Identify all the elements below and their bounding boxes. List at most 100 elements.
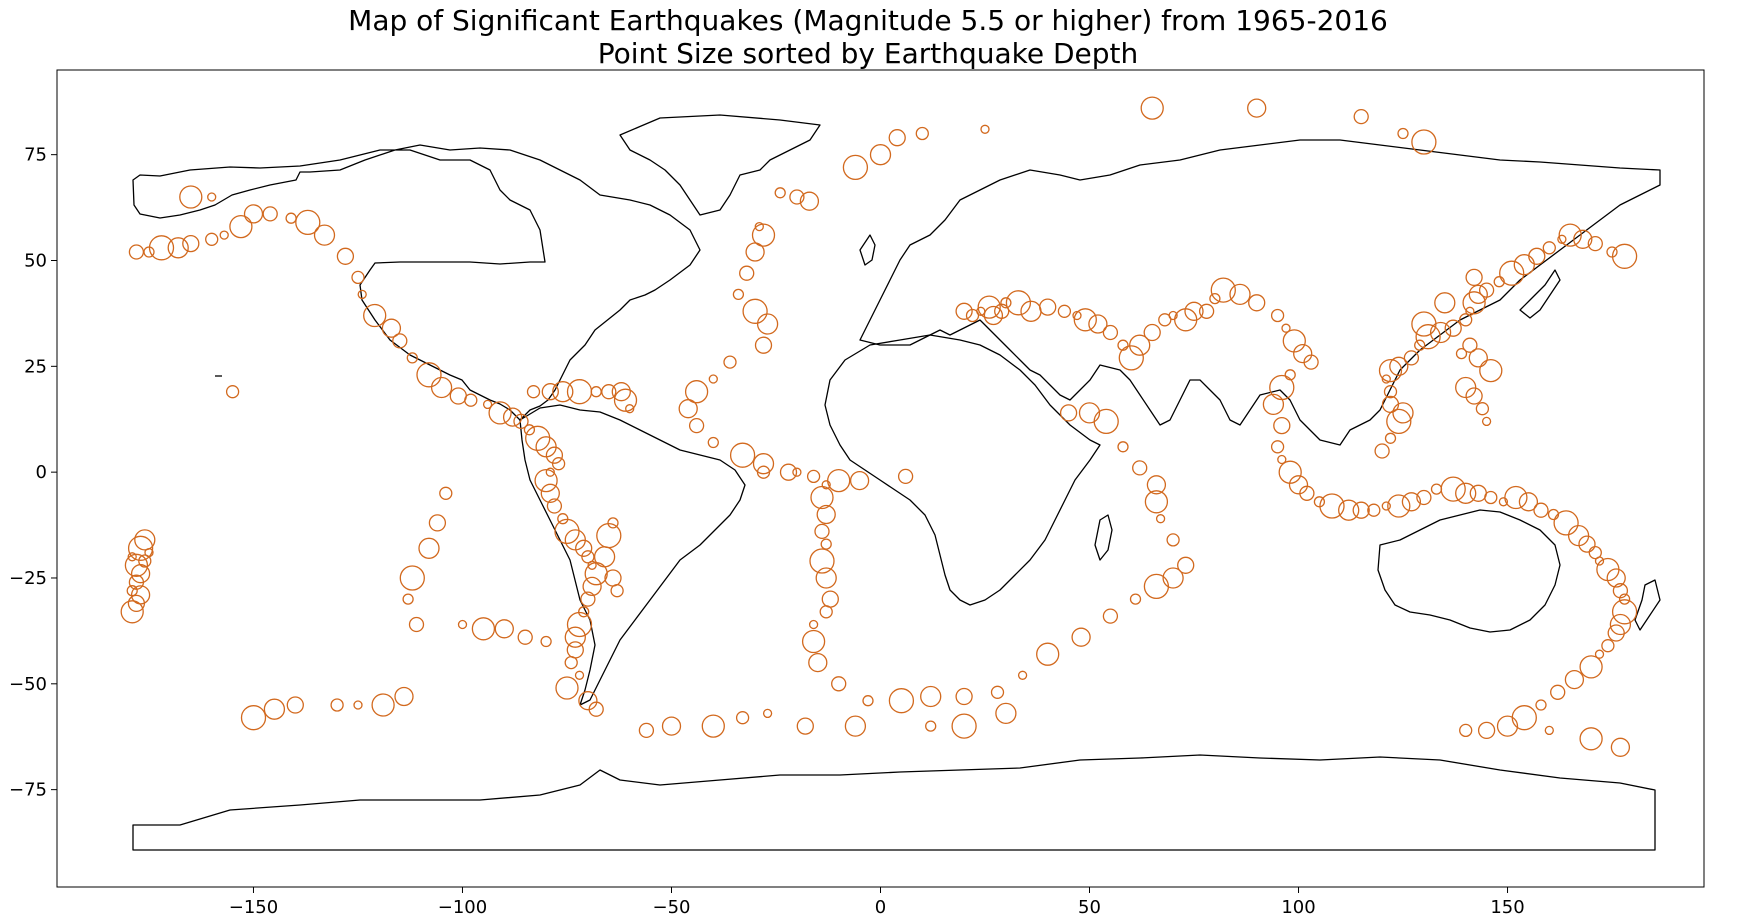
earthquake-point	[1210, 277, 1236, 303]
earthquake-point	[1462, 337, 1478, 353]
earthquake-point	[1319, 493, 1345, 519]
earthquake-point	[1411, 129, 1437, 155]
earthquake-point	[1557, 234, 1567, 244]
earthquake-point	[1618, 593, 1631, 605]
earthquake-point	[723, 355, 737, 369]
earthquake-point	[482, 399, 493, 410]
earthquake-point	[1270, 440, 1285, 454]
earthquake-point	[1465, 306, 1475, 316]
earthquake-point	[1459, 313, 1473, 327]
earthquake-point	[1184, 301, 1204, 321]
earthquake-point	[295, 209, 321, 236]
earthquake-point	[555, 676, 579, 700]
earthquake-point	[1247, 98, 1267, 118]
earthquake-point	[1392, 402, 1414, 424]
earthquake-point	[1277, 454, 1287, 465]
earthquake-point	[661, 716, 682, 736]
earthquake-point	[1177, 556, 1195, 574]
earthquake-point	[1229, 283, 1251, 306]
earthquake-point	[1513, 254, 1535, 276]
y-axis: −75 −50 −25 0 25 50 75	[9, 145, 57, 801]
earthquake-point	[955, 687, 973, 706]
x-tick-label: 0	[875, 897, 886, 918]
earthquake-point	[708, 374, 718, 384]
earthquake-point	[831, 676, 847, 692]
y-tick-label: 0	[36, 462, 47, 483]
earthquake-point	[745, 242, 765, 262]
world-coastlines	[132, 114, 1661, 851]
earthquake-point	[762, 708, 773, 719]
earthquake-point	[1478, 282, 1495, 298]
earthquake-point	[229, 214, 253, 239]
earthquake-point	[1102, 608, 1119, 624]
earthquake-point	[801, 629, 826, 654]
earthquake-point	[219, 230, 229, 240]
earthquake-point	[819, 605, 833, 619]
earthquake-point	[1353, 108, 1369, 125]
earthquake-point	[182, 234, 200, 253]
x-tick-label: 150	[1490, 897, 1524, 918]
earthquake-point	[732, 288, 745, 301]
earthquake-point	[494, 619, 514, 639]
earthquake-point	[920, 685, 942, 708]
earthquake-point	[1281, 323, 1291, 333]
earthquake-point	[1528, 247, 1546, 265]
earthquake-point	[1455, 482, 1477, 504]
earthquake-point	[1374, 443, 1390, 459]
x-tick-label: 100	[1281, 897, 1315, 918]
earthquake-point	[399, 565, 425, 591]
earthquake-point	[408, 616, 425, 633]
earthquake-point	[1299, 485, 1315, 501]
earthquake-point	[581, 550, 595, 564]
earthquake-point	[580, 591, 596, 607]
earthquake-point	[545, 467, 555, 477]
earthquake-point	[406, 352, 418, 364]
earthquake-point	[416, 362, 442, 388]
earthquake-point	[1073, 308, 1097, 332]
earthquake-point	[735, 711, 750, 725]
earthquake-point	[1484, 490, 1498, 505]
antarctica-outline	[132, 754, 1656, 851]
earthquake-point	[701, 714, 725, 738]
earthquake-point	[552, 381, 574, 403]
earthquake-point	[1129, 593, 1142, 605]
africa-outline	[824, 334, 1101, 606]
earthquake-point	[1444, 319, 1462, 337]
earthquake-point	[799, 191, 820, 211]
earthquake-point	[525, 425, 551, 451]
earthquake-point	[821, 480, 831, 490]
earthquake-point	[754, 336, 773, 354]
earthquake-point	[566, 611, 593, 638]
earthquake-point	[1017, 670, 1028, 680]
y-tick-label: 25	[24, 356, 47, 377]
earthquake-point	[977, 295, 1001, 319]
earthquake-point	[1594, 649, 1605, 659]
earthquake-point	[1609, 613, 1632, 636]
earthquake-point	[1338, 499, 1360, 521]
earthquake-point	[815, 567, 837, 589]
earthquake-point	[430, 376, 453, 399]
earthquake-point	[566, 379, 593, 405]
earthquake-point	[792, 467, 802, 477]
y-tick-label: 75	[24, 145, 47, 166]
earthquake-point	[464, 393, 478, 407]
earthquake-point	[551, 457, 566, 471]
earthquake-point	[729, 442, 756, 468]
earthquake-point	[381, 318, 402, 338]
earthquake-point	[810, 485, 834, 510]
earthquake-point	[965, 308, 980, 323]
earthquake-point	[1403, 350, 1420, 366]
earthquake-point	[756, 313, 779, 335]
earthquake-point	[1411, 311, 1437, 337]
earthquake-point	[1587, 235, 1603, 252]
earthquake-point	[688, 417, 705, 434]
earthquake-point	[888, 129, 906, 147]
earthquake-point	[638, 722, 655, 739]
earthquake-point	[127, 535, 154, 561]
x-tick-label: −150	[229, 897, 278, 918]
earthquake-point	[534, 468, 558, 493]
earthquake-point	[1579, 727, 1603, 751]
earthquake-point	[1381, 395, 1400, 414]
earthquake-point	[980, 124, 990, 134]
chart-title: Map of Significant Earthquakes (Magnitud…	[348, 4, 1388, 37]
